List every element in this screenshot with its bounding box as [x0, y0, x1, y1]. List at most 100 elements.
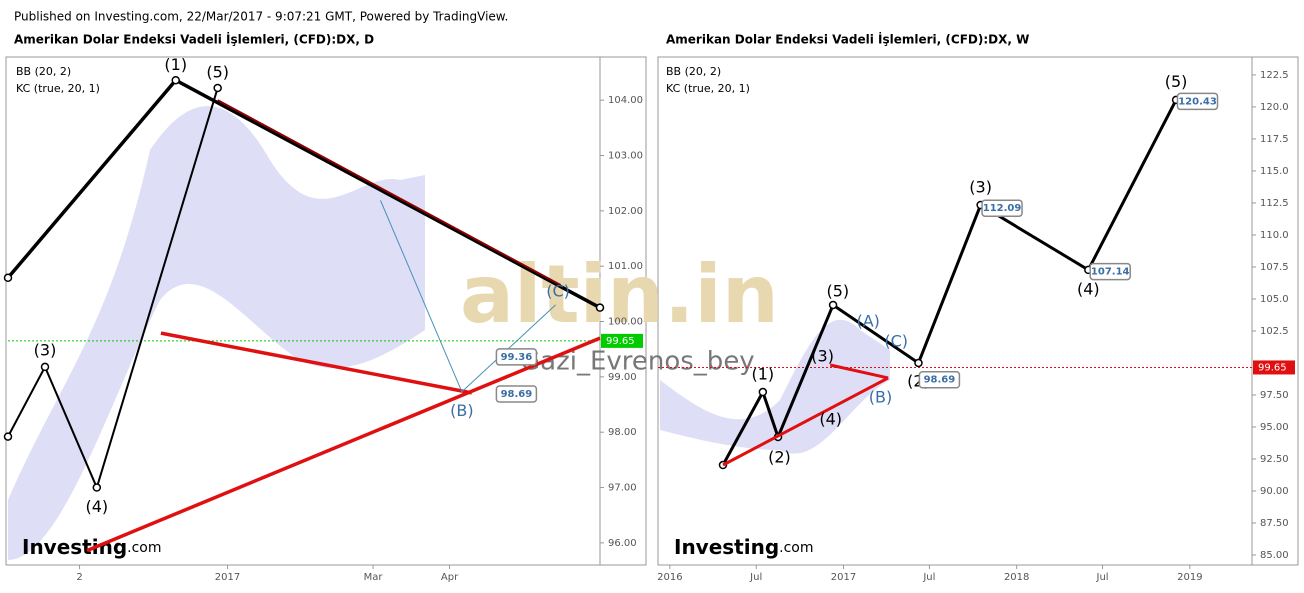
y-tick-label: 112.5 [1260, 198, 1289, 209]
y-tick-label: 101.00 [608, 261, 643, 272]
wave-label: (3) [811, 346, 834, 365]
wave-line [721, 99, 1178, 466]
x-tick-label: 2016 [657, 572, 682, 583]
indicator-label: BB (20, 2) [16, 65, 71, 78]
panel-frame [5, 56, 647, 566]
y-tick-label: 87.50 [1260, 518, 1289, 529]
y-tick-label: 117.5 [1260, 134, 1289, 145]
watermark: altin.in [460, 248, 779, 341]
y-tick-label: 92.50 [1260, 454, 1289, 465]
price-label: 99.36 [501, 352, 533, 363]
wave-label: (3) [969, 177, 992, 196]
wave-line [160, 331, 473, 395]
y-tick-label: 102.5 [1260, 326, 1289, 337]
x-tick-label: Jul [922, 572, 935, 583]
wave-label: (2) [768, 447, 791, 466]
y-tick-label: 99.00 [608, 372, 637, 383]
last-price-label: 99.65 [1258, 362, 1287, 373]
wave-label: (3) [34, 340, 57, 359]
price-box [1176, 92, 1219, 111]
band-shading [8, 106, 425, 561]
y-tick-label: 100.00 [608, 317, 643, 328]
wave-label: (C) [546, 282, 570, 301]
y-tick-label: 110.0 [1260, 230, 1289, 241]
y-tick-label: 98.00 [608, 427, 637, 438]
x-tick-label: Jul [749, 572, 762, 583]
user-watermark: Gazi_Evrenos_bey [520, 347, 755, 377]
y-tick-label: 107.5 [1260, 262, 1289, 273]
y-tick-label: 90.00 [1260, 486, 1289, 497]
wave-label: (A) [856, 312, 879, 331]
price-label: 107.14 [1091, 267, 1130, 278]
wave-line [722, 376, 889, 467]
logo: Investing.com [674, 535, 814, 559]
y-tick-label: 85.00 [1260, 550, 1289, 561]
wave-line [217, 99, 562, 286]
y-tick-label: 103.00 [608, 151, 643, 162]
wave-label: (1) [164, 55, 187, 74]
price-label: 98.69 [501, 389, 533, 400]
wave-line [7, 87, 219, 491]
wave-label: (1) [752, 365, 775, 384]
y-tick-label: 96.00 [608, 538, 637, 549]
indicator-label: KC (true, 20, 1) [666, 82, 750, 95]
wave-point [595, 303, 605, 312]
y-tick-label: 104.00 [608, 95, 643, 106]
wave-point [92, 483, 102, 492]
price-label: 112.09 [983, 203, 1022, 214]
wave-label: (5) [206, 63, 229, 82]
wave-label: (C) [884, 331, 908, 350]
band-shading [660, 319, 890, 454]
y-tick-label: 122.5 [1260, 70, 1289, 81]
x-tick-label: 2018 [1004, 572, 1029, 583]
x-tick-label: 2017 [831, 572, 856, 583]
price-label: 120.43 [1178, 96, 1217, 107]
x-tick-label: Mar [364, 572, 384, 583]
wave-line [829, 363, 889, 380]
wave-label: (5) [826, 281, 849, 300]
chart-title: Amerikan Dolar Endeksi Vadeli İşlemleri,… [14, 32, 374, 47]
wave-point [40, 362, 50, 372]
y-tick-label: 102.00 [608, 206, 643, 217]
wave-point [3, 432, 13, 441]
y-tick-label: 105.0 [1260, 294, 1289, 305]
wave-label: (B) [450, 401, 473, 420]
wave-line [380, 200, 556, 393]
price-box [495, 385, 538, 403]
price-box [918, 370, 961, 389]
y-tick-label: 120.0 [1260, 102, 1289, 113]
x-tick-label: Jul [1096, 572, 1109, 583]
header: Published on Investing.com, 22/Mar/2017 … [14, 10, 508, 24]
wave-point [914, 358, 923, 368]
wave-label: (4) [1077, 280, 1100, 299]
wave-label: (5) [1165, 72, 1188, 91]
price-label: 98.69 [924, 375, 956, 386]
indicator-label: KC (true, 20, 1) [16, 82, 100, 95]
y-tick-label: 97.00 [608, 483, 637, 494]
x-tick-label: 2019 [1177, 572, 1202, 583]
y-tick-label: 115.0 [1260, 166, 1289, 177]
wave-line [86, 336, 601, 553]
wave-point [758, 387, 768, 397]
wave-point [828, 300, 838, 310]
y-tick-label: 97.50 [1260, 390, 1289, 401]
wave-label: (4) [85, 497, 108, 516]
last-price-label: 99.65 [606, 336, 635, 347]
last-price-box [1253, 360, 1295, 375]
chart-title: Amerikan Dolar Endeksi Vadeli İşlemleri,… [666, 32, 1029, 47]
wave-label: (4) [819, 409, 842, 428]
indicator-label: BB (20, 2) [666, 65, 721, 78]
wave-point [171, 75, 180, 85]
x-tick-label: 2017 [215, 572, 240, 583]
price-box [495, 348, 538, 366]
y-tick-label: 95.00 [1260, 422, 1289, 433]
wave-point [3, 273, 13, 283]
logo: Investing.com [22, 535, 162, 559]
price-box [981, 199, 1023, 217]
x-tick-label: 2 [76, 572, 82, 583]
last-price-box [601, 333, 643, 348]
panel-frame [657, 56, 1299, 566]
price-box [1089, 262, 1131, 281]
wave-point [213, 83, 222, 93]
